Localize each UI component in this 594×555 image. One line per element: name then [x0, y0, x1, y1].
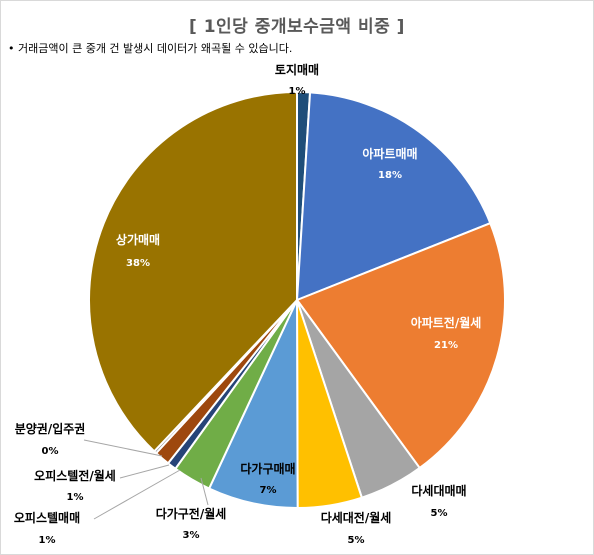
slice-label-3: 아파트전/월세: [411, 315, 482, 330]
slice-label-11: 상가매매: [116, 232, 160, 247]
leader-line-8: [93, 469, 181, 520]
leader-line-10: [83, 439, 163, 457]
leader-line-9: [119, 464, 170, 479]
slice-label-9: 오피스텔전/월세: [34, 468, 116, 483]
slice-percent-10: 0%: [42, 446, 59, 457]
chart-title: [ 1인당 중개보수금액 비중 ]: [189, 17, 405, 37]
slice-label-7: 다가구전/월세: [156, 506, 227, 521]
slice-percent-1: 1%: [289, 86, 306, 97]
slice-percent-11: 38%: [126, 258, 150, 269]
leader-line-7: [200, 477, 209, 506]
slice-label-2: 아파트매매: [362, 146, 417, 161]
slice-label-5: 다세대전/월세: [321, 510, 392, 525]
slice-percent-2: 18%: [378, 170, 402, 181]
slice-percent-6: 7%: [260, 485, 277, 496]
slice-percent-5: 5%: [348, 535, 365, 546]
slice-label-10: 분양권/입주권: [15, 421, 86, 436]
slice-percent-8: 1%: [39, 535, 56, 546]
chart-note: • 거래금액이 큰 중개 건 발생시 데이터가 왜곡될 수 있습니다.: [8, 42, 293, 55]
slice-label-6: 다가구매매: [240, 461, 295, 476]
slice-label-4: 다세대매매: [411, 483, 466, 498]
slice-percent-9: 1%: [67, 492, 84, 503]
slice-percent-7: 3%: [183, 530, 200, 541]
slice-label-8: 오피스텔매매: [14, 510, 80, 525]
slice-label-1: 토지매매: [275, 62, 319, 77]
slice-percent-3: 21%: [434, 340, 458, 351]
pie-slice-2: [295, 91, 492, 302]
pie-slice-11: [88, 90, 298, 453]
pie-slice-3: [295, 221, 506, 470]
slice-percent-4: 5%: [431, 508, 448, 519]
